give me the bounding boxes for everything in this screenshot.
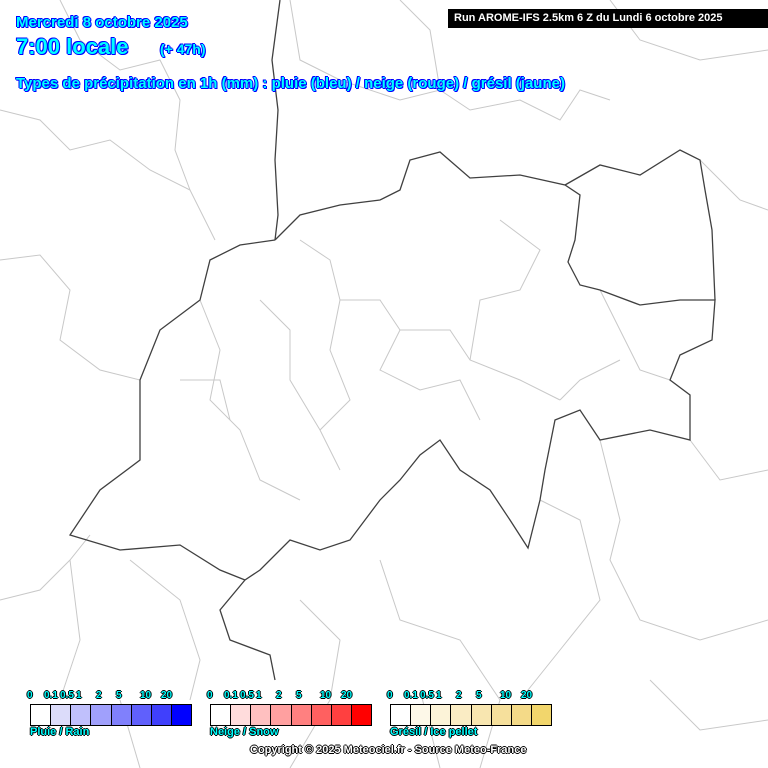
legend-tick: 10 xyxy=(140,690,152,701)
legend-tick: 0 xyxy=(387,690,393,701)
legend-swatch xyxy=(171,705,191,725)
legend-tick: 1 xyxy=(76,690,82,701)
legend-ticks: 0 0.1 0.5 1 2 5 10 20 xyxy=(207,690,372,704)
legend-swatch xyxy=(531,705,551,725)
legend-swatch xyxy=(411,705,432,725)
legend-tick: 0.5 xyxy=(60,690,74,701)
legend-swatch xyxy=(71,705,92,725)
legend-swatch xyxy=(471,705,492,725)
legend-tick: 1 xyxy=(436,690,442,701)
legend-label: Grésil / Ice pellet xyxy=(390,726,478,738)
legend-tick: 20 xyxy=(521,690,533,701)
lead-time: (+ 47h) xyxy=(160,41,206,57)
legend-swatch xyxy=(511,705,532,725)
legend-boxes xyxy=(390,704,552,726)
legend-swatch xyxy=(91,705,112,725)
legend-tick: 2 xyxy=(96,690,102,701)
legend-swatch xyxy=(211,705,232,725)
legend-tick: 0 xyxy=(207,690,213,701)
legend-tick: 0.1 xyxy=(404,690,418,701)
legend-swatch xyxy=(431,705,452,725)
legend-snow: 0 0.1 0.5 1 2 5 10 20 Neige / Snow xyxy=(207,690,372,738)
legend-tick: 1 xyxy=(256,690,262,701)
legend-swatch xyxy=(271,705,292,725)
legend-tick: 10 xyxy=(320,690,332,701)
legend-swatch xyxy=(331,705,352,725)
legend-tick: 0.5 xyxy=(420,690,434,701)
legend-tick: 2 xyxy=(276,690,282,701)
legend-ticks: 0 0.1 0.5 1 2 5 10 20 xyxy=(27,690,192,704)
legend-swatch xyxy=(151,705,172,725)
legend-swatch xyxy=(451,705,472,725)
legend-tick: 0.1 xyxy=(44,690,58,701)
legend-tick: 5 xyxy=(116,690,122,701)
legend-label: Neige / Snow xyxy=(210,726,279,738)
legend-swatch xyxy=(231,705,252,725)
product-title: Types de précipitation en 1h (mm) : plui… xyxy=(16,75,565,92)
legend-ticks: 0 0.1 0.5 1 2 5 10 20 xyxy=(387,690,552,704)
forecast-date: Mercredi 8 octobre 2025 xyxy=(16,14,188,31)
legend-swatch xyxy=(31,705,52,725)
legend-boxes xyxy=(210,704,372,726)
legend-tick: 10 xyxy=(500,690,512,701)
legend-swatch xyxy=(51,705,72,725)
legend-tick: 0.1 xyxy=(224,690,238,701)
legend-tick: 20 xyxy=(341,690,353,701)
legend-tick: 2 xyxy=(456,690,462,701)
legend-tick: 5 xyxy=(296,690,302,701)
legend-boxes xyxy=(30,704,192,726)
legend-ice: 0 0.1 0.5 1 2 5 10 20 Grésil / Ice pellet xyxy=(387,690,552,738)
legend-tick: 20 xyxy=(161,690,173,701)
legend-swatch xyxy=(491,705,512,725)
forecast-time: 7:00 locale xyxy=(16,34,129,59)
legend-tick: 5 xyxy=(476,690,482,701)
legend-tick: 0.5 xyxy=(240,690,254,701)
run-info: Run AROME-IFS 2.5km 6 Z du Lundi 6 octob… xyxy=(448,9,768,28)
legend-swatch xyxy=(311,705,332,725)
copyright: Copyright © 2025 Meteociel.fr - Source M… xyxy=(250,744,527,756)
legend-swatch xyxy=(391,705,412,725)
legend-swatch xyxy=(131,705,152,725)
legend-tick: 0 xyxy=(27,690,33,701)
legend-swatch xyxy=(291,705,312,725)
legend-rain: 0 0.1 0.5 1 2 5 10 20 Pluie / Rain xyxy=(27,690,192,738)
legend-label: Pluie / Rain xyxy=(30,726,90,738)
legend-swatch xyxy=(351,705,371,725)
legend-swatch xyxy=(111,705,132,725)
country-borders xyxy=(68,0,716,681)
legend-swatch xyxy=(251,705,272,725)
